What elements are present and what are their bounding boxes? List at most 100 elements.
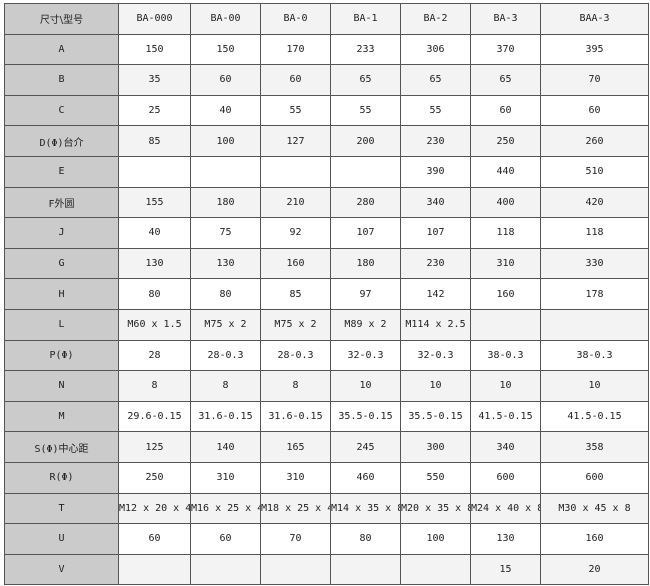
- row-header: B: [4, 64, 119, 96]
- table-row: F外圆 155 180 210 280 340 400 420: [4, 186, 649, 219]
- table-cell: 60: [190, 64, 261, 96]
- row-header: J: [4, 217, 119, 249]
- table-cell: 41.5-0.15: [540, 400, 649, 433]
- table-cell: 250: [118, 461, 191, 494]
- column-header: BA-3: [470, 3, 541, 35]
- table-cell: 358: [540, 431, 649, 463]
- table-row: E 390 440 510: [4, 155, 649, 188]
- table-cell: [260, 155, 331, 188]
- table-row: C 25 40 55 55 55 60 60: [4, 94, 649, 127]
- table-cell: [190, 553, 261, 586]
- table-cell: 80: [190, 278, 261, 310]
- table-cell: 15: [470, 553, 541, 586]
- table-row: S(Φ)中心距 125 140 165 245 300 340 358: [4, 431, 649, 463]
- table-cell: 100: [400, 523, 471, 555]
- table-cell: 85: [118, 125, 191, 157]
- table-cell: 38-0.3: [540, 339, 649, 372]
- spec-table: 尺寸\型号 BA-000 BA-00 BA-0 BA-1 BA-2 BA-3 B…: [4, 3, 649, 586]
- table-cell: 60: [470, 94, 541, 127]
- table-row: T M12 x 20 x 4 M16 x 25 x 4 M18 x 25 x 4 M14…: [4, 492, 649, 525]
- table-cell: 125: [118, 431, 191, 463]
- table-cell: 127: [260, 125, 331, 157]
- table-cell: 250: [470, 125, 541, 157]
- table-cell: [330, 553, 401, 586]
- table-cell: 60: [540, 94, 649, 127]
- table-cell: 230: [400, 125, 471, 157]
- table-cell: 310: [190, 461, 261, 494]
- row-header: E: [4, 155, 119, 188]
- table-cell: [330, 155, 401, 188]
- table-cell: 160: [260, 247, 331, 280]
- table-cell: 35: [118, 64, 191, 96]
- table-cell: 20: [540, 553, 649, 586]
- table-cell: [118, 553, 191, 586]
- table-cell: 107: [330, 217, 401, 249]
- table-cell: 460: [330, 461, 401, 494]
- table-cell: 80: [330, 523, 401, 555]
- table-cell: 142: [400, 278, 471, 310]
- table-cell: M30 x 45 x 8: [540, 492, 649, 525]
- row-header: V: [4, 553, 119, 586]
- table-cell: [190, 155, 261, 188]
- column-header: BA-0: [260, 3, 331, 35]
- table-cell: 300: [400, 431, 471, 463]
- table-cell: 155: [118, 186, 191, 219]
- table-cell: 170: [260, 33, 331, 66]
- table-cell: 85: [260, 278, 331, 310]
- table-cell: 280: [330, 186, 401, 219]
- table-cell: 310: [260, 461, 331, 494]
- table-cell: M60 x 1.5: [118, 308, 191, 341]
- table-cell: 80: [118, 278, 191, 310]
- column-header: BA-2: [400, 3, 471, 35]
- table-cell: 118: [470, 217, 541, 249]
- table-cell: M16 x 25 x 4: [190, 492, 261, 525]
- row-header: D(Φ)台介: [4, 125, 119, 157]
- table-cell: [540, 308, 649, 341]
- table-cell: 210: [260, 186, 331, 219]
- table-cell: 10: [540, 370, 649, 402]
- table-row: B 35 60 60 65 65 65 70: [4, 64, 649, 96]
- table-cell: [470, 308, 541, 341]
- table-cell: M89 x 2: [330, 308, 401, 341]
- table-cell: 160: [470, 278, 541, 310]
- table-cell: 97: [330, 278, 401, 310]
- row-header: R(Φ): [4, 461, 119, 494]
- table-cell: [400, 553, 471, 586]
- table-cell: 107: [400, 217, 471, 249]
- table-cell: 28: [118, 339, 191, 372]
- table-cell: 160: [540, 523, 649, 555]
- table-cell: 118: [540, 217, 649, 249]
- table-cell: M75 x 2: [260, 308, 331, 341]
- table-cell: 55: [330, 94, 401, 127]
- table-cell: M14 x 35 x 8: [330, 492, 401, 525]
- table-cell: 60: [190, 523, 261, 555]
- table-row: R(Φ) 250 310 310 460 550 600 600: [4, 461, 649, 494]
- row-header: T: [4, 492, 119, 525]
- table-cell: 100: [190, 125, 261, 157]
- table-cell: M18 x 25 x 4: [260, 492, 331, 525]
- table-cell: 25: [118, 94, 191, 127]
- table-cell: 245: [330, 431, 401, 463]
- table-cell: 233: [330, 33, 401, 66]
- table-cell: 29.6-0.15: [118, 400, 191, 433]
- table-cell: 260: [540, 125, 649, 157]
- table-cell: 370: [470, 33, 541, 66]
- table-cell: 55: [260, 94, 331, 127]
- table-cell: 55: [400, 94, 471, 127]
- table-cell: 65: [470, 64, 541, 96]
- table-cell: 600: [470, 461, 541, 494]
- table-cell: 75: [190, 217, 261, 249]
- column-header: BA-00: [190, 3, 261, 35]
- table-cell: 306: [400, 33, 471, 66]
- table-cell: 8: [190, 370, 261, 402]
- table-cell: 140: [190, 431, 261, 463]
- row-header: C: [4, 94, 119, 127]
- row-header: M: [4, 400, 119, 433]
- table-cell: 8: [118, 370, 191, 402]
- table-cell: 70: [260, 523, 331, 555]
- table-cell: 65: [330, 64, 401, 96]
- table-cell: 310: [470, 247, 541, 280]
- table-cell: 35.5-0.15: [400, 400, 471, 433]
- table-cell: [260, 553, 331, 586]
- table-cell: 550: [400, 461, 471, 494]
